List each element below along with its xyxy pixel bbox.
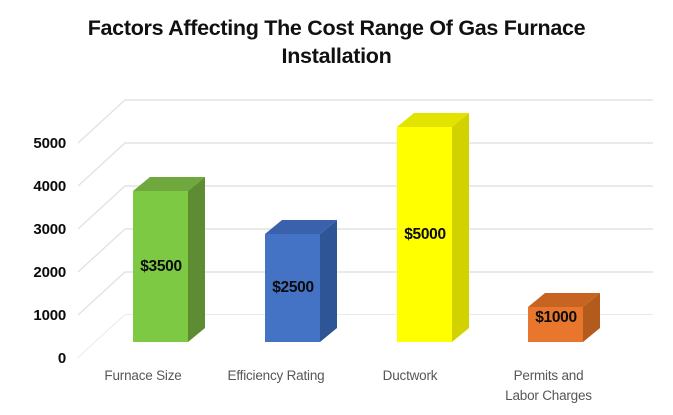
x-axis-label-line: Efficiency Rating: [227, 368, 325, 383]
bar-label-furnace-size: $3500: [140, 258, 182, 275]
bar-side-face: [583, 293, 600, 342]
x-axis-label-line-1: Permits and: [513, 368, 584, 383]
bar-side-face: [188, 177, 205, 342]
y-axis-tick-1000: 1000: [33, 307, 66, 324]
y-axis-tick-5000: 5000: [33, 135, 66, 152]
bar-permits-labor-charges[interactable]: [528, 293, 600, 342]
bar-front-face: [397, 127, 452, 342]
x-axis-label-permits-labor-charges: Permits and Labor Charges: [481, 366, 616, 405]
x-axis-label-line: Furnace Size: [104, 368, 182, 383]
x-axis-label-efficiency-rating: Efficiency Rating: [211, 366, 341, 386]
gridline-6000: [77, 99, 653, 144]
floor-plane: [78, 315, 653, 358]
bar-front-face: [133, 191, 188, 342]
chart-title: Factors Affecting The Cost Range Of Gas …: [40, 14, 633, 71]
y-axis-tick-0: 0: [57, 350, 66, 367]
bar-side-face: [320, 220, 337, 342]
gridline-4000: [77, 185, 653, 230]
bar-furnace-size[interactable]: [133, 177, 205, 342]
bar-front-face: [528, 307, 583, 342]
bar-top-face: [133, 177, 205, 191]
y-axis-tick-4000: 4000: [33, 178, 66, 195]
bar-ductwork[interactable]: [397, 113, 469, 342]
bar-efficiency-rating[interactable]: [265, 220, 337, 342]
x-axis-label-line-2: Labor Charges: [505, 387, 592, 403]
x-axis-label-line: Ductwork: [382, 368, 438, 383]
gridline-3000: [77, 228, 653, 273]
x-axis-label-ductwork: Ductwork: [355, 366, 465, 386]
y-axis-tick-2000: 2000: [33, 264, 66, 281]
bar-label-efficiency-rating: $2500: [272, 279, 314, 296]
floor-surface: [78, 315, 653, 358]
gridline-5000: [77, 142, 653, 187]
bar-top-face: [265, 220, 337, 234]
chart-title-line-1: Factors Affecting The Cost Range Of Gas …: [87, 16, 586, 40]
bar-side-face: [452, 113, 469, 342]
y-axis-tick-3000: 3000: [33, 221, 66, 238]
bar-top-face: [397, 113, 469, 127]
bar-front-face: [265, 234, 320, 342]
bar-label-permits-labor-charges: $1000: [535, 309, 577, 326]
bar-top-face: [528, 293, 600, 307]
chart-title-line-2: Installation: [281, 44, 392, 69]
x-axis-label-furnace-size: Furnace Size: [88, 366, 198, 386]
gridline-2000: [77, 271, 653, 316]
bar-label-ductwork: $5000: [404, 226, 446, 243]
